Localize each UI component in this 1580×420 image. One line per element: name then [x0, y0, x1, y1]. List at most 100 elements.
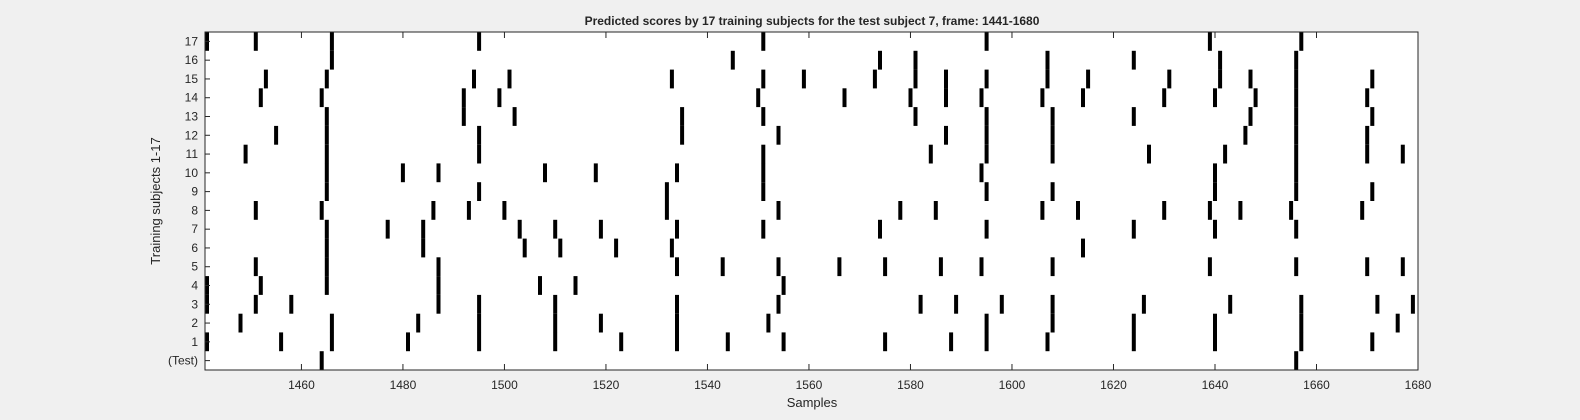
x-tick-label-1500: 1500: [491, 378, 518, 392]
mark-row-14-12: [1213, 88, 1217, 108]
mark-row-5-2: [436, 257, 441, 277]
mark-row-3-12: [1141, 294, 1146, 314]
mark-row-13-5: [913, 107, 918, 126]
mark-row-11-1: [324, 144, 329, 164]
mark-row-3-1: [253, 294, 258, 314]
mark-row-2-0: [238, 313, 243, 333]
mark-row-5-3: [675, 257, 679, 277]
mark-row-5-7: [883, 257, 888, 277]
y-tick-label-2: 2: [191, 316, 198, 330]
mark-row-11-3: [761, 144, 766, 164]
y-tick-label-12: 12: [185, 128, 199, 142]
x-tick-label-1460: 1460: [288, 378, 315, 392]
mark-row-2-8: [984, 313, 989, 333]
mark-row-11-5: [984, 144, 989, 164]
mark-row-10-1: [400, 163, 405, 183]
mark-row-8-14: [1289, 201, 1294, 220]
mark-row-12-4: [776, 125, 781, 145]
mark-row-7-8: [878, 219, 882, 239]
mark-row-3-3: [436, 294, 441, 314]
mark-row-14-14: [1294, 88, 1299, 108]
mark-row-16-3: [913, 50, 918, 70]
mark-row-17-4: [761, 32, 766, 51]
mark-row-6-0: [324, 238, 329, 258]
mark-row-7-0: [324, 219, 329, 239]
mark-row-11-4: [928, 144, 933, 164]
mark-row-14-2: [461, 88, 466, 108]
mark-row-5-13: [1365, 257, 1370, 277]
mark-row-16-5: [1131, 50, 1136, 70]
mark-row-16-0: [329, 50, 334, 70]
mark-row-15-0: [263, 69, 268, 89]
mark-row-9-5: [1050, 182, 1055, 201]
mark-row-1-5: [553, 332, 558, 352]
mark-row-4-6: [781, 276, 786, 295]
mark-row-1-1: [279, 332, 284, 352]
mark-row-1-7: [675, 332, 679, 352]
y-tick-label-16: 16: [185, 53, 199, 67]
mark-row-12-9: [1294, 125, 1299, 145]
mark-row-2-10: [1131, 313, 1136, 333]
mark-row-15-7: [872, 69, 877, 89]
mark-row-9-8: [1370, 182, 1375, 201]
mark-row-17-6: [1207, 32, 1212, 51]
mark-row-8-8: [933, 201, 938, 220]
mark-row-13-11: [1370, 107, 1375, 126]
plot-area: [205, 32, 1418, 370]
x-tick-label-1640: 1640: [1202, 378, 1229, 392]
mark-row-5-12: [1294, 257, 1299, 277]
y-tick-label-7: 7: [191, 222, 198, 236]
mark-row-13-0: [324, 107, 329, 126]
mark-row-5-14: [1400, 257, 1405, 277]
x-tick-label-1540: 1540: [694, 378, 721, 392]
mark-row-11-0: [243, 144, 248, 164]
mark-row-7-3: [517, 219, 522, 239]
mark-row-7-4: [553, 219, 558, 239]
mark-row-10-2: [436, 163, 441, 183]
mark-row-4-4: [538, 276, 542, 295]
mark-row-10-8: [1213, 163, 1217, 183]
y-tick-label-17: 17: [185, 34, 199, 48]
mark-row-7-5: [598, 219, 603, 239]
mark-row-5-5: [776, 257, 781, 277]
mark-row-12-5: [944, 125, 948, 145]
mark-row-2-7: [766, 313, 771, 333]
mark-row-12-0: [274, 125, 279, 145]
mark-row-8-9: [1040, 201, 1045, 220]
mark-row-1-2: [329, 332, 334, 352]
y-tick-label-1: 1: [191, 335, 198, 349]
x-axis-label: Samples: [787, 395, 838, 410]
mark-row-12-10: [1365, 125, 1370, 145]
mark-row-5-6: [837, 257, 842, 277]
mark-row-3-8: [918, 294, 923, 314]
mark-row-14-3: [497, 88, 502, 108]
mark-row-1-14: [1131, 332, 1136, 352]
mark-row-3-13: [1228, 294, 1233, 314]
mark-row-5-8: [938, 257, 943, 277]
mark-row-1-3: [406, 332, 410, 352]
mark-row-5-4: [720, 257, 725, 277]
mark-row-2-5: [598, 313, 603, 333]
mark-row-10-0: [324, 163, 329, 183]
x-tick-label-1600: 1600: [999, 378, 1026, 392]
mark-row-13-8: [1131, 107, 1136, 126]
mark-row-15-4: [669, 69, 674, 89]
event-marks: [205, 32, 1415, 370]
mark-row-13-7: [1050, 107, 1055, 126]
mark-row-8-3: [466, 201, 471, 220]
mark-row-test-0: [319, 351, 324, 370]
mark-row-12-2: [477, 125, 482, 145]
mark-row-4-2: [324, 276, 329, 295]
mark-row-10-6: [761, 163, 766, 183]
mark-row-4-5: [573, 276, 578, 295]
mark-row-16-1: [730, 50, 735, 70]
mark-row-14-15: [1365, 88, 1370, 108]
y-tick-label-6: 6: [191, 241, 198, 255]
mark-row-14-9: [1040, 88, 1045, 108]
mark-row-7-1: [385, 219, 390, 239]
mark-row-12-7: [1050, 125, 1055, 145]
mark-row-15-9: [944, 69, 948, 89]
mark-row-1-13: [1045, 332, 1050, 352]
mark-row-6-1: [421, 238, 426, 258]
